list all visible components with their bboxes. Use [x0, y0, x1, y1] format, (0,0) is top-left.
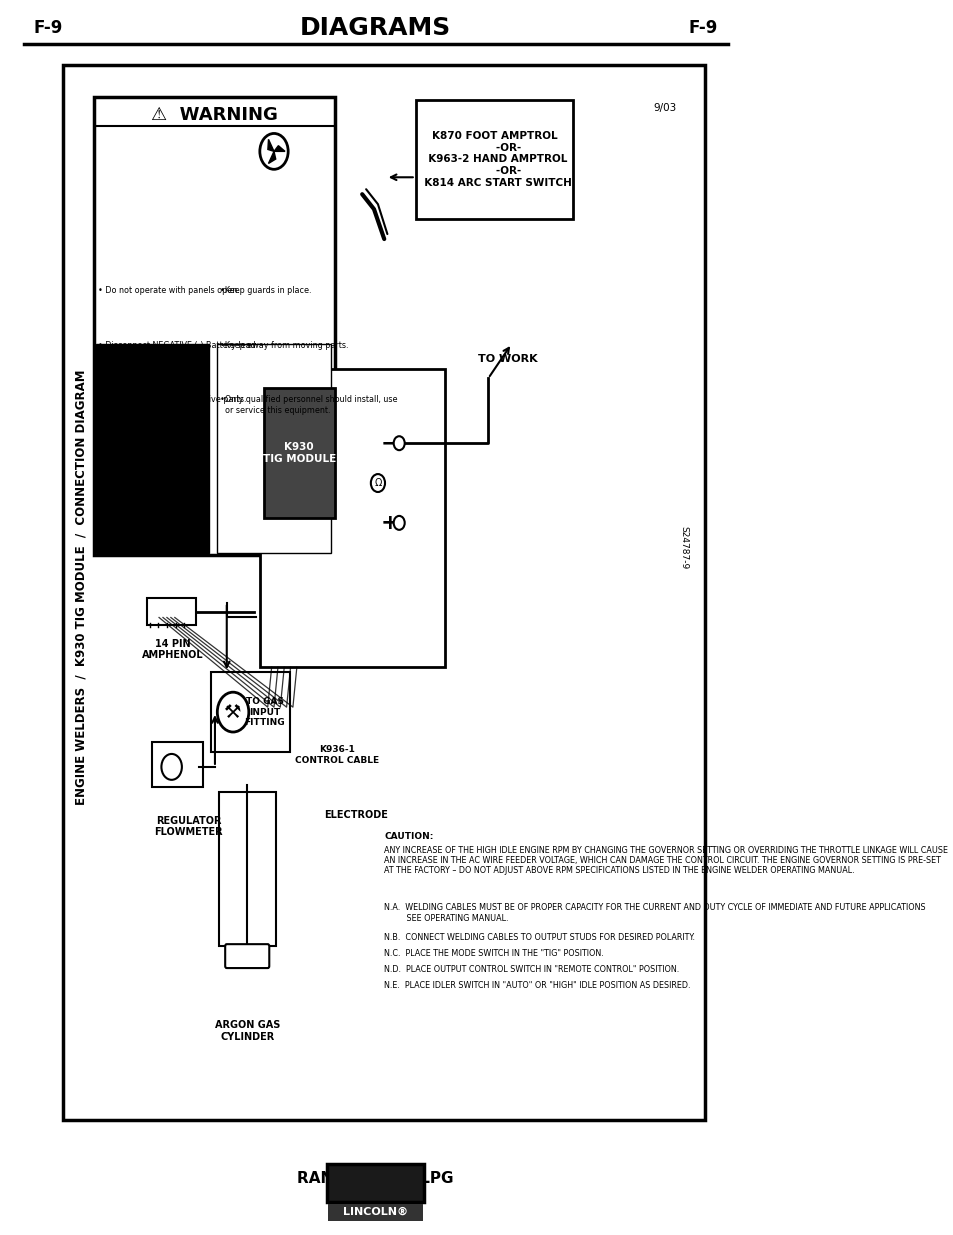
Text: +: + — [380, 513, 398, 532]
Text: K870 FOOT AMPTROL
        -OR-
  K963-2 HAND AMPTROL
        -OR-
  K814 ARC STA: K870 FOOT AMPTROL -OR- K963-2 HAND AMPTR… — [416, 131, 571, 188]
Bar — [328, 1204, 422, 1221]
Bar — [63, 64, 704, 1120]
Text: •Keep away from moving parts.: •Keep away from moving parts. — [220, 341, 349, 350]
Text: DIAGRAMS: DIAGRAMS — [299, 16, 451, 40]
FancyBboxPatch shape — [225, 945, 269, 968]
Text: TO GAS
INPUT
FITTING: TO GAS INPUT FITTING — [244, 698, 285, 727]
Bar — [263, 389, 335, 517]
Circle shape — [394, 436, 404, 451]
Text: RANGER® 305LPG: RANGER® 305LPG — [297, 1171, 454, 1186]
Polygon shape — [268, 152, 275, 163]
Text: F-9: F-9 — [33, 19, 62, 37]
Bar — [147, 598, 196, 625]
Text: ELECTRIC: ELECTRIC — [350, 1225, 401, 1235]
Text: N.A.  WELDING CABLES MUST BE OF PROPER CAPACITY FOR THE CURRENT AND DUTY CYCLE O: N.A. WELDING CABLES MUST BE OF PROPER CA… — [384, 903, 925, 923]
Polygon shape — [274, 146, 285, 152]
Bar — [327, 1165, 424, 1202]
Text: N.E.  PLACE IDLER SWITCH IN "AUTO" OR "HIGH" IDLE POSITION AS DESIRED.: N.E. PLACE IDLER SWITCH IN "AUTO" OR "HI… — [384, 981, 690, 990]
Text: ENGINE WELDERS  /  K930 TIG MODULE  /  CONNECTION DIAGRAM: ENGINE WELDERS / K930 TIG MODULE / CONNE… — [74, 369, 88, 805]
Text: REGULATOR
FLOWMETER: REGULATOR FLOWMETER — [154, 816, 223, 837]
Text: TO WORK: TO WORK — [477, 353, 537, 363]
Bar — [259, 368, 444, 667]
Circle shape — [151, 131, 158, 142]
Text: •Only qualified personnel should install, use
  or service this equipment.: •Only qualified personnel should install… — [220, 395, 397, 415]
Text: • Do not touch electrically live parts.: • Do not touch electrically live parts. — [98, 395, 247, 404]
Text: K930
TIG MODULE: K930 TIG MODULE — [262, 442, 335, 464]
Text: 9/03: 9/03 — [653, 103, 677, 112]
Text: ELECTRODE: ELECTRODE — [324, 810, 388, 820]
Circle shape — [217, 692, 249, 732]
Text: ARGON GAS
CYLINDER: ARGON GAS CYLINDER — [214, 1020, 279, 1041]
Text: • Do not operate with panels open.: • Do not operate with panels open. — [98, 285, 240, 295]
Text: • Disconnect NEGATIVE (-) Battery lead
   before servicing.: • Disconnect NEGATIVE (-) Battery lead b… — [98, 341, 256, 361]
Bar — [416, 100, 573, 219]
Circle shape — [161, 753, 182, 779]
Circle shape — [259, 133, 288, 169]
Text: ⚒: ⚒ — [224, 703, 241, 721]
Circle shape — [371, 474, 385, 492]
Text: N.C.  PLACE THE MODE SWITCH IN THE "TIG" POSITION.: N.C. PLACE THE MODE SWITCH IN THE "TIG" … — [384, 950, 603, 958]
Text: 14 PIN
AMPHENOL: 14 PIN AMPHENOL — [141, 638, 203, 661]
Text: N.B.  CONNECT WELDING CABLES TO OUTPUT STUDS FOR DESIRED POLARITY.: N.B. CONNECT WELDING CABLES TO OUTPUT ST… — [384, 934, 695, 942]
Bar — [217, 343, 331, 553]
Text: Ω: Ω — [374, 478, 381, 488]
Text: ANY INCREASE OF THE HIGH IDLE ENGINE RPM BY CHANGING THE GOVERNOR SETTING OR OVE: ANY INCREASE OF THE HIGH IDLE ENGINE RPM… — [384, 846, 947, 876]
Text: ⚠  WARNING: ⚠ WARNING — [151, 105, 277, 124]
Text: S24787-9: S24787-9 — [679, 526, 687, 569]
Bar — [211, 672, 290, 752]
Bar — [96, 343, 210, 553]
Bar — [152, 742, 203, 787]
Text: CAUTION:: CAUTION: — [384, 831, 434, 841]
Text: •Keep guards in place.: •Keep guards in place. — [220, 285, 312, 295]
Bar — [218, 792, 275, 946]
Polygon shape — [268, 140, 274, 152]
Text: K936-1
CONTROL CABLE: K936-1 CONTROL CABLE — [294, 745, 378, 764]
Text: F-9: F-9 — [688, 19, 718, 37]
Circle shape — [394, 516, 404, 530]
Bar — [94, 96, 335, 555]
Text: LINCOLN®: LINCOLN® — [343, 1207, 408, 1216]
Text: −: − — [380, 433, 398, 453]
Text: N.D.  PLACE OUTPUT CONTROL SWITCH IN "REMOTE CONTROL" POSITION.: N.D. PLACE OUTPUT CONTROL SWITCH IN "REM… — [384, 965, 679, 974]
